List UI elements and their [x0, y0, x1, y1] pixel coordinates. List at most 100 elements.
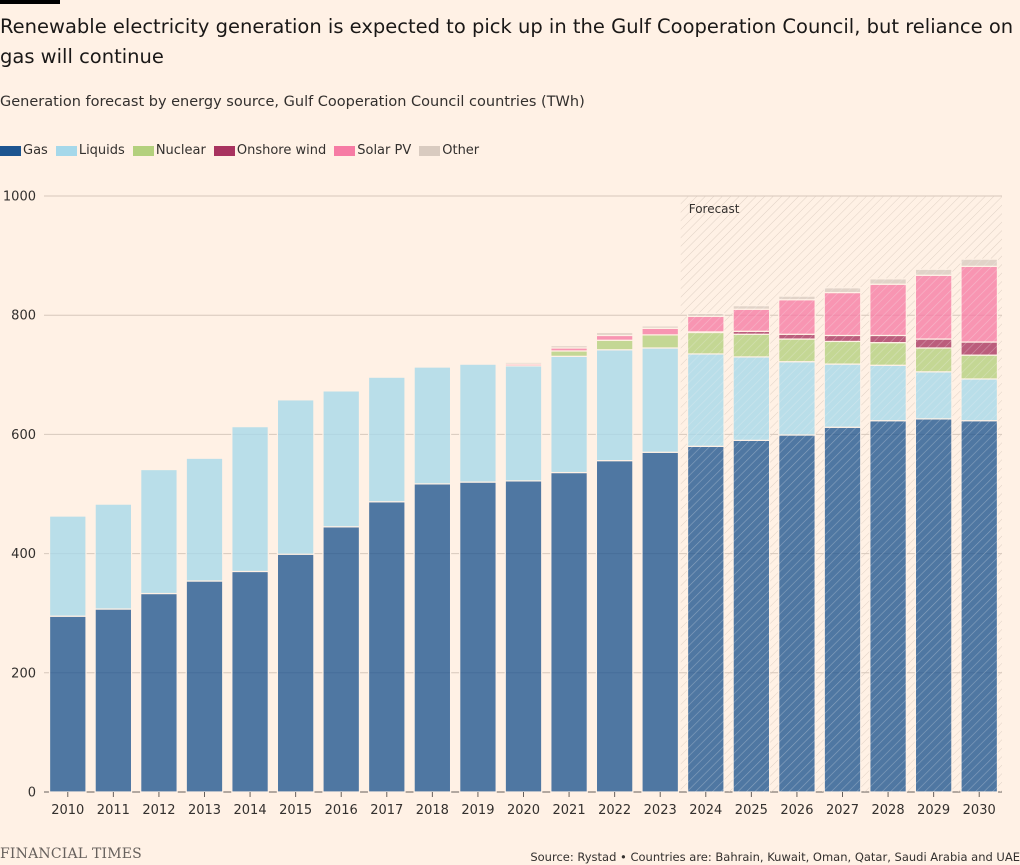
- bar-hatch-solar-pv-2030: [960, 266, 998, 343]
- bar-hatch-other-2025: [733, 305, 770, 310]
- x-tick-label-2014: 2014: [234, 803, 267, 818]
- legend-swatch-onshore-wind: [213, 145, 235, 156]
- legend-label-other: Other: [442, 143, 480, 158]
- x-tick-label-2013: 2013: [188, 803, 221, 818]
- bar-hatch-other-2028: [869, 278, 907, 285]
- x-tick-label-2024: 2024: [689, 803, 722, 818]
- bar-liquids-2021: [550, 355, 588, 474]
- legend-item-other: Other: [419, 143, 479, 158]
- x-tick-label-2012: 2012: [142, 803, 175, 818]
- x-tick-label-2017: 2017: [370, 803, 403, 818]
- legend-swatch-solar-pv: [334, 145, 356, 156]
- legend: Gas Liquids Nuclear Onshore wind Solar P…: [0, 143, 487, 158]
- legend-label-gas: Gas: [23, 143, 48, 158]
- bar-hatch-onshore-wind-2025: [733, 331, 770, 335]
- bar-hatch-other-2024: [687, 313, 725, 317]
- bar-hatch-liquids-2024: [687, 353, 725, 447]
- bar-liquids-2016: [322, 390, 361, 528]
- stacked-bar-chart: Forecast 0 200 400 600 800 1000 2010 2011 2012 20…: [3, 190, 1002, 819]
- ft-top-bar: [0, 0, 60, 4]
- x-tick-label-2028: 2028: [872, 803, 905, 818]
- bar-hatch-gas-2026: [778, 434, 816, 792]
- legend-label-nuclear: Nuclear: [155, 143, 206, 158]
- bar-hatch-solar-pv-2025: [733, 309, 770, 332]
- bar-other-2021: [550, 344, 588, 349]
- x-tick-label-2026: 2026: [780, 803, 813, 818]
- bar-hatch-nuclear-2026: [778, 339, 816, 362]
- bar-liquids-2011: [94, 503, 133, 610]
- bar-hatch-gas-2029: [915, 418, 952, 792]
- bar-hatch-liquids-2025: [733, 356, 770, 441]
- bar-hatch-onshore-wind-2028: [869, 335, 907, 343]
- source-note: Source: Rystad • Countries are: Bahrain,…: [530, 850, 1020, 864]
- bar-gas-2019: [459, 481, 497, 793]
- legend-label-solar-pv: Solar PV: [357, 143, 412, 158]
- bar-hatch-nuclear-2028: [869, 342, 907, 366]
- bar-gas-2015: [276, 553, 315, 793]
- bar-hatch-nuclear-2025: [733, 334, 770, 357]
- legend-item-onshore-wind: Onshore wind: [213, 143, 326, 158]
- bar-hatch-nuclear-2030: [960, 355, 998, 379]
- bar-hatch-onshore-wind-2027: [824, 335, 861, 342]
- x-tick-label-2020: 2020: [507, 803, 540, 818]
- y-tick-label-0: 0: [28, 786, 36, 801]
- forecast-label: Forecast: [689, 202, 740, 216]
- bar-gas-2013: [185, 580, 224, 793]
- bar-hatch-gas-2030: [960, 420, 998, 792]
- bar-hatch-other-2029: [915, 269, 952, 276]
- bar-other-2022: [595, 331, 634, 337]
- bar-gas-2022: [595, 460, 634, 793]
- ft-logo: FINANCIAL TIMES: [0, 846, 142, 862]
- bar-liquids-2023: [641, 347, 680, 453]
- bar-hatch-other-2026: [778, 296, 816, 300]
- x-tick-label-2018: 2018: [416, 803, 449, 818]
- bar-hatch-onshore-wind-2030: [960, 342, 998, 356]
- y-tick-label-200: 200: [11, 666, 36, 681]
- bar-liquids-2019: [459, 363, 497, 483]
- x-tick-label-2010: 2010: [51, 803, 84, 818]
- bar-hatch-liquids-2027: [824, 364, 861, 428]
- forecast-hatch: [687, 259, 998, 792]
- bar-other-2023: [641, 325, 680, 329]
- bar-nuclear-2023: [641, 334, 680, 349]
- bar-hatch-gas-2024: [687, 446, 725, 792]
- legend-item-nuclear: Nuclear: [132, 143, 206, 158]
- bar-solar-pv-2023: [641, 327, 680, 336]
- bar-liquids-2020: [504, 365, 543, 482]
- bar-nuclear-2021: [550, 350, 588, 357]
- y-tick-label-1000: 1000: [3, 190, 36, 205]
- bar-gas-2016: [322, 526, 361, 793]
- x-tick-label-2021: 2021: [553, 803, 586, 818]
- x-tick-label-2025: 2025: [735, 803, 768, 818]
- bar-liquids-2022: [595, 349, 634, 462]
- bar-hatch-nuclear-2027: [824, 341, 861, 365]
- legend-swatch-liquids: [55, 145, 77, 156]
- bar-gas-2010: [48, 615, 87, 793]
- bar-hatch-solar-pv-2024: [687, 316, 725, 332]
- bar-hatch-nuclear-2024: [687, 332, 725, 354]
- bar-gas-2014: [231, 570, 269, 793]
- axes: 0 200 400 600 800 1000 2010 2011 2012 2013 2014 201…: [3, 190, 996, 819]
- x-tick-label-2023: 2023: [644, 803, 677, 818]
- bar-hatch-other-2027: [824, 287, 861, 293]
- legend-item-gas: Gas: [0, 143, 48, 158]
- x-tick-label-2019: 2019: [461, 803, 494, 818]
- chart-title: Renewable electricity generation is expe…: [0, 15, 1014, 68]
- bar-hatch-solar-pv-2029: [915, 275, 952, 340]
- bar-liquids-2013: [185, 457, 224, 582]
- bar-hatch-other-2030: [960, 259, 998, 267]
- bar-hatch-nuclear-2029: [915, 347, 952, 372]
- bar-other-2020: [504, 361, 543, 365]
- bar-hatch-liquids-2030: [960, 378, 998, 421]
- bar-hatch-onshore-wind-2024: [687, 331, 725, 333]
- bar-hatch-onshore-wind-2026: [778, 334, 816, 340]
- bar-hatch-gas-2025: [733, 440, 770, 792]
- bar-gas-2018: [413, 483, 452, 793]
- bar-liquids-2017: [367, 376, 406, 503]
- legend-swatch-gas: [0, 145, 21, 156]
- bar-hatch-liquids-2029: [915, 371, 952, 419]
- legend-swatch-nuclear: [132, 145, 154, 156]
- bar-hatch-liquids-2026: [778, 361, 816, 435]
- bar-hatch-gas-2028: [869, 420, 907, 792]
- bar-hatch-onshore-wind-2029: [915, 339, 952, 348]
